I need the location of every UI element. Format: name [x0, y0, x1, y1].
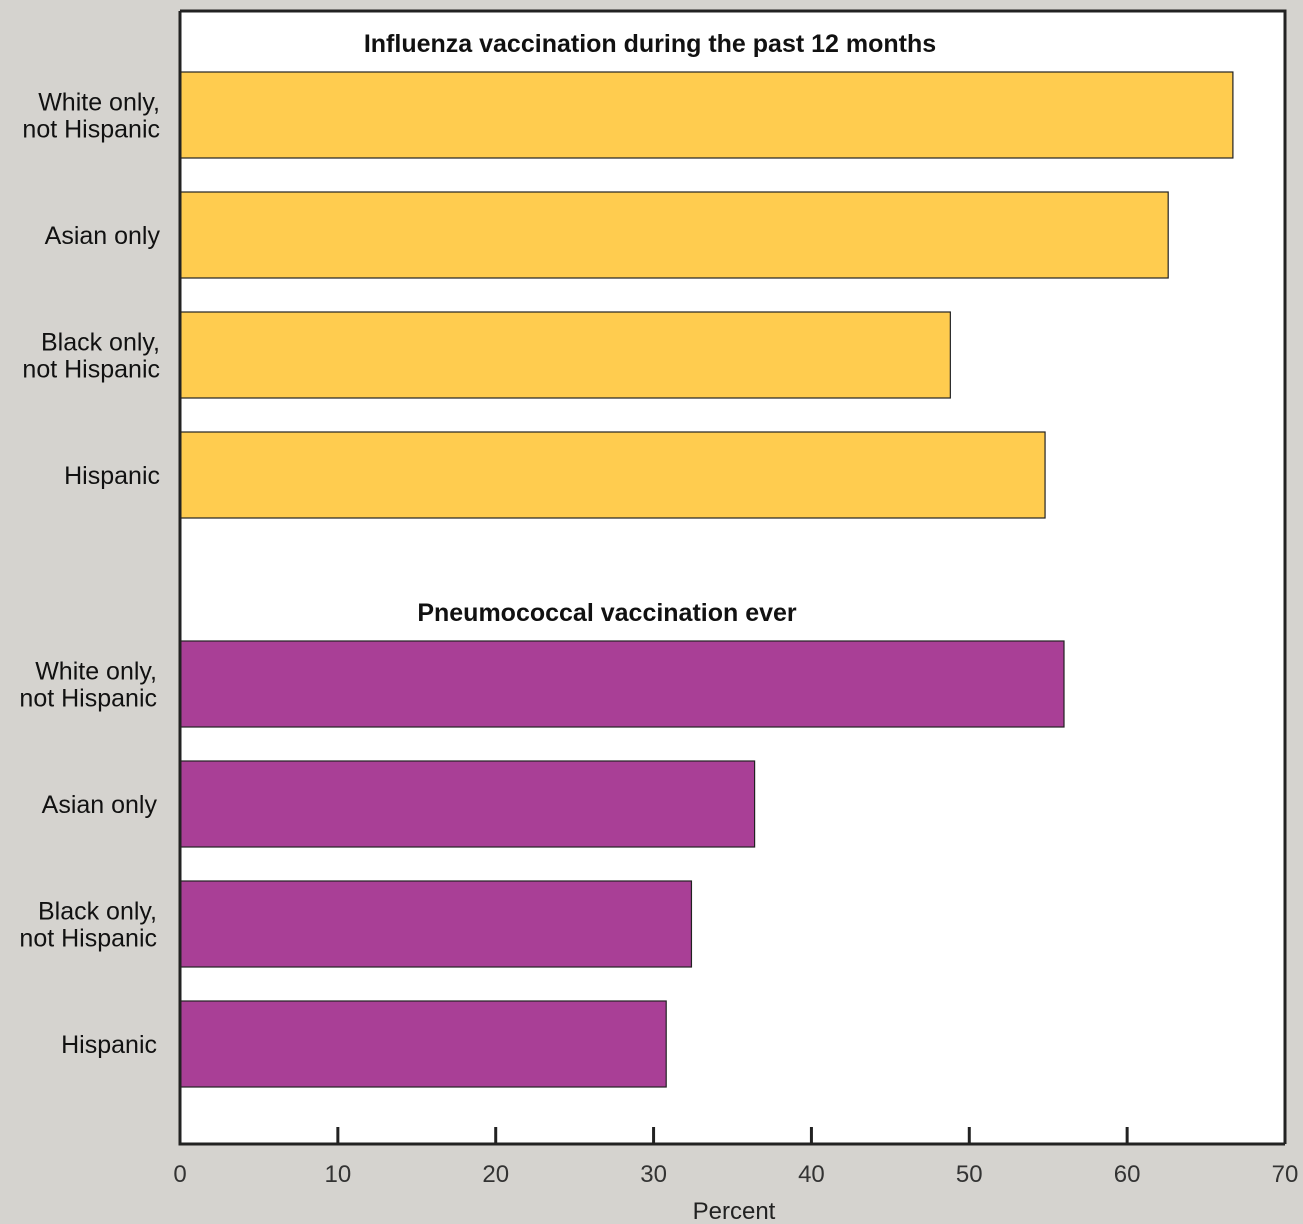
- plot-area: [180, 11, 1285, 1144]
- category-labels-layer: White only, not Hispanic Asian only Black o…: [19, 89, 160, 1060]
- bar-group0-asian-only: [179, 191, 1169, 279]
- x-tick-label-40: 40: [798, 1161, 825, 1188]
- x-axis-ticks: 0 10 20 30 40 50 60 70: [173, 1127, 1298, 1188]
- x-axis-title: Percent: [693, 1198, 776, 1224]
- x-tick-label-0: 0: [173, 1161, 186, 1188]
- bars-layer: [179, 71, 1234, 1088]
- category-label-group0-hispanic: Hispanic: [64, 462, 160, 490]
- bar-group1-asian-only: [179, 760, 756, 848]
- category-label-group1-white-only-not-hispanic: White only, not Hispanic: [19, 658, 157, 713]
- plot-frame: [178, 9, 1287, 1146]
- bar-group1-hispanic: [179, 1000, 667, 1088]
- bar-group0-white-only-not-hispanic: [179, 71, 1234, 159]
- bar-group0-black-only-not-hispanic: [179, 311, 951, 399]
- x-tick-label-70: 70: [1272, 1161, 1299, 1188]
- category-label-group0-asian-only: Asian only: [45, 222, 161, 250]
- bar-group1-black-only-not-hispanic: [179, 880, 693, 968]
- category-label-group1-black-only-not-hispanic: Black only, not Hispanic: [19, 898, 157, 953]
- x-tick-label-50: 50: [956, 1161, 983, 1188]
- category-label-group1-hispanic: Hispanic: [61, 1031, 157, 1059]
- category-label-group0-white-only-not-hispanic: White only, not Hispanic: [22, 89, 160, 144]
- x-tick-label-60: 60: [1114, 1161, 1141, 1188]
- x-tick-label-20: 20: [482, 1161, 509, 1188]
- category-label-group1-asian-only: Asian only: [42, 791, 158, 819]
- influenza-group-title: Influenza vaccination during the past 12…: [364, 30, 936, 58]
- category-label-group0-black-only-not-hispanic: Black only, not Hispanic: [22, 329, 160, 384]
- x-tick-label-30: 30: [640, 1161, 667, 1188]
- bar-group1-white-only-not-hispanic: [179, 640, 1065, 728]
- bar-group0-hispanic: [179, 431, 1046, 519]
- x-tick-label-10: 10: [325, 1161, 352, 1188]
- pneumococcal-group-title: Pneumococcal vaccination ever: [417, 599, 797, 627]
